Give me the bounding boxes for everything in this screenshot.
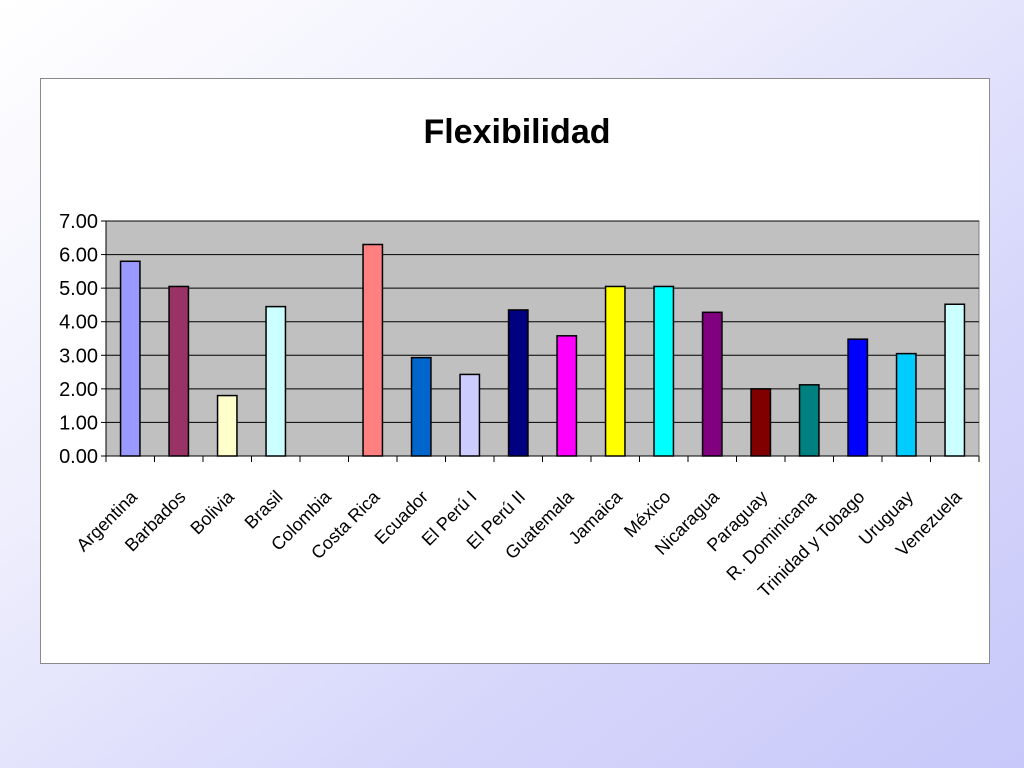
y-tick-label: 6.00 bbox=[59, 245, 98, 267]
bar bbox=[410, 356, 432, 457]
bar bbox=[847, 338, 869, 457]
y-tick-label: 1.00 bbox=[59, 412, 98, 434]
bar bbox=[362, 243, 384, 457]
y-tick-label: 2.00 bbox=[59, 379, 98, 401]
y-tick-label: 4.00 bbox=[59, 312, 98, 334]
plot-area bbox=[105, 220, 980, 457]
bar bbox=[798, 384, 820, 457]
y-tick-label: 7.00 bbox=[59, 211, 98, 233]
bar bbox=[168, 285, 190, 457]
chart-panel: Flexibilidad 0.00 1.00 2.00 3.00 4.00 5.00 6.0… bbox=[40, 78, 990, 664]
x-tick-label: Jamaica bbox=[565, 486, 627, 548]
y-tick-label: 3.00 bbox=[59, 345, 98, 367]
bar bbox=[895, 352, 917, 457]
x-tick-label: Brasil bbox=[241, 487, 287, 533]
y-tick-label: 0.00 bbox=[59, 446, 98, 468]
bar bbox=[507, 309, 529, 457]
bar bbox=[119, 260, 141, 457]
bar bbox=[701, 311, 723, 457]
chart-title: Flexibilidad bbox=[423, 113, 610, 151]
bar bbox=[459, 373, 481, 457]
bar bbox=[216, 394, 238, 457]
bar bbox=[944, 303, 966, 457]
bar-chart: Flexibilidad 0.00 1.00 2.00 3.00 4.00 5.00 6.0… bbox=[59, 113, 980, 601]
bar bbox=[265, 305, 287, 457]
x-tick-label: Bolivia bbox=[186, 486, 238, 538]
y-tick-label: 5.00 bbox=[59, 278, 98, 300]
bar bbox=[604, 285, 626, 457]
bar bbox=[556, 335, 578, 457]
bar bbox=[750, 388, 772, 457]
bar bbox=[653, 285, 675, 457]
